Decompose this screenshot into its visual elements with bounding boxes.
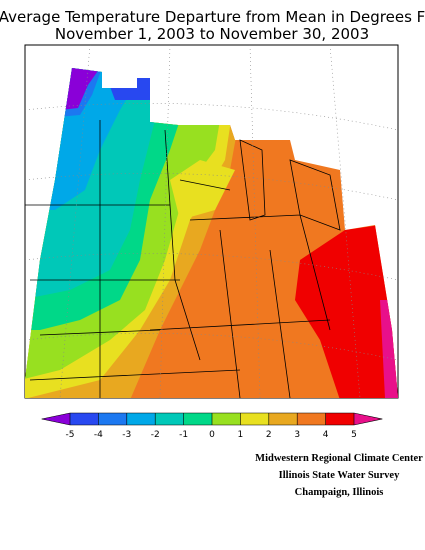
colorbar-segment — [183, 413, 212, 425]
colorbar-label: -1 — [179, 430, 188, 440]
credit-line: Midwestern Regional Climate Center — [255, 453, 423, 464]
colorbar-segment — [155, 413, 184, 425]
credit-line: Illinois State Water Survey — [279, 470, 400, 481]
colorbar-label: -3 — [122, 430, 131, 440]
colorbar-label: 3 — [294, 430, 300, 440]
colorbar-label: -4 — [94, 430, 103, 440]
colorbar: -5 -4 -3 -2 -1 0 1 2 3 4 5 — [41, 412, 383, 440]
zone — [295, 225, 398, 398]
colorbar-segment — [212, 413, 241, 425]
graticule — [24, 44, 399, 399]
colorbar-label: 0 — [209, 430, 215, 440]
map — [24, 44, 399, 399]
colorbar-arrow — [354, 413, 383, 425]
title-line: Average Temperature Departure from Mean … — [0, 8, 425, 26]
colorbar-segment — [325, 413, 354, 425]
colorbar-segment — [126, 413, 156, 425]
colorbar-segment — [240, 413, 269, 425]
colorbar-segment — [98, 413, 127, 425]
colorbar-label: 2 — [266, 430, 272, 440]
credit-line: Champaign, Illinois — [295, 487, 384, 498]
colorbar-label: -5 — [66, 430, 75, 440]
title-line: November 1, 2003 to November 30, 2003 — [55, 25, 369, 43]
colorbar-label: -2 — [151, 430, 160, 440]
zone — [170, 160, 235, 220]
colorbar-segment — [70, 413, 99, 425]
colorbar-label: 1 — [238, 430, 244, 440]
borders — [25, 120, 341, 399]
colorbar-segment — [297, 413, 326, 425]
colorbar-label: 4 — [323, 430, 329, 440]
colorbar-segment — [268, 413, 298, 425]
colorbar-label: 5 — [351, 430, 357, 440]
colorbar-arrow — [41, 413, 70, 425]
